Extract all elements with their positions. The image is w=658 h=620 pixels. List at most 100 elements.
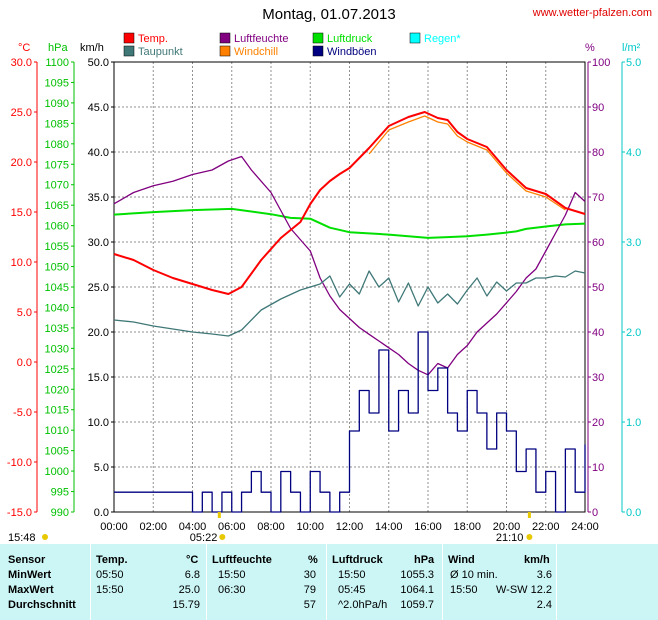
- cell-h-val: 79: [303, 584, 316, 596]
- temp-tick-label: 30.0: [11, 57, 32, 69]
- legend-label: Luftfeuchte: [234, 33, 288, 45]
- pressure-tick-label: 1015: [45, 405, 69, 417]
- table-header-row: Sensor Temp. °C Luftfeuchte % Luftdruck …: [0, 553, 658, 568]
- cell-t-val: 6.8: [184, 569, 200, 581]
- sun-icon: [42, 534, 48, 540]
- pressure-tick-label: 1025: [45, 364, 69, 376]
- page-title: Montag, 01.07.2013: [262, 6, 396, 23]
- cell-h-time: 06:30: [218, 584, 246, 596]
- daylength: 15:48: [8, 532, 36, 544]
- cell-w-dir: W-SW: [496, 584, 528, 596]
- humidity-tick-label: 30: [592, 372, 604, 384]
- wind-tick-label: 50.0: [88, 57, 109, 69]
- cell-h-time: 15:50: [218, 569, 246, 581]
- rain-tick-label: 4.0: [626, 147, 641, 159]
- rain-tick-label: 0.0: [626, 507, 641, 519]
- series-layer: [113, 111, 586, 513]
- weather-chart: -15.0 -10.0 -5.0 0.0 5.0 10.0 15.0 20.0 25.0 30.0…: [7, 32, 641, 544]
- wind-tick-label: 15.0: [88, 372, 109, 384]
- x-tick-label: 10:00: [296, 521, 324, 533]
- pressure-tick-label: 1070: [45, 180, 69, 192]
- unit-humidity: %: [585, 42, 595, 54]
- legend-swatch: [219, 32, 231, 44]
- humidity-tick-label: 50: [592, 282, 604, 294]
- humidity-tick-label: 0: [592, 507, 598, 519]
- header-press: Luftdruck: [332, 554, 383, 566]
- cell-t-val: 25.0: [178, 584, 200, 596]
- humidity-tick-label: 40: [592, 327, 604, 339]
- cell-p-time: 15:50: [338, 569, 366, 581]
- pressure-tick-label: 1085: [45, 118, 69, 130]
- humidity-tick-label: 100: [592, 57, 610, 69]
- series-luftfeuchte: [113, 155, 586, 376]
- pressure-tick-label: 1040: [45, 302, 69, 314]
- series-line: [113, 111, 586, 295]
- header-hum: Luftfeuchte: [212, 554, 272, 566]
- cell-h-val: 30: [303, 569, 316, 581]
- cell-p-val: 1064.1: [400, 584, 434, 596]
- x-tick-label: 16:00: [414, 521, 442, 533]
- sunrise-time: 05:22: [190, 532, 218, 544]
- legend-label: Luftdruck: [327, 33, 373, 45]
- rain-tick-label: 1.0: [626, 417, 641, 429]
- cell-label: MaxWert: [8, 584, 54, 596]
- stats-table: Sensor Temp. °C Luftfeuchte % Luftdruck …: [0, 544, 658, 620]
- cell-w-val: 2.4: [536, 599, 552, 611]
- cell-label: MinWert: [8, 569, 52, 581]
- rain-tick-label: 2.0: [626, 327, 641, 339]
- unit-rain: l/m²: [622, 42, 641, 54]
- wind-tick-label: 20.0: [88, 327, 109, 339]
- pressure-tick-label: 1075: [45, 159, 69, 171]
- cell-w-time: Ø 10 min.: [450, 569, 498, 581]
- pressure-tick-label: 1095: [45, 77, 69, 89]
- x-tick-label: 24:00: [571, 521, 599, 533]
- temp-tick-label: 20.0: [11, 157, 32, 169]
- cell-h-val: 57: [303, 599, 316, 611]
- wind-tick-label: 10.0: [88, 417, 109, 429]
- pressure-tick-label: 1080: [45, 139, 69, 151]
- cell-p-time: 05:45: [338, 584, 366, 596]
- pressure-tick-label: 1050: [45, 262, 69, 274]
- temp-tick-label: 10.0: [11, 257, 32, 269]
- cell-p-val: 1059.7: [400, 599, 434, 611]
- x-tick-label: 18:00: [453, 521, 481, 533]
- x-tick-label: 14:00: [375, 521, 403, 533]
- pressure-tick-label: 990: [51, 507, 69, 519]
- legend-swatch: [312, 32, 324, 44]
- pressure-tick-label: 1005: [45, 446, 69, 458]
- pressure-tick-label: 1010: [45, 425, 69, 437]
- rain-tick-label: 3.0: [626, 237, 641, 249]
- pressure-tick-label: 1090: [45, 98, 69, 110]
- legend-swatch: [219, 45, 231, 57]
- temp-tick-label: 5.0: [17, 307, 32, 319]
- header-temp-unit: °C: [186, 554, 199, 566]
- cell-w-val: 3.6: [536, 569, 552, 581]
- pressure-tick-label: 1000: [45, 466, 69, 478]
- legend-swatch: [409, 32, 421, 44]
- series-line: [113, 207, 586, 239]
- wind-tick-label: 30.0: [88, 237, 109, 249]
- series-temp-: [113, 111, 586, 295]
- x-tick-label: 06:00: [218, 521, 246, 533]
- cell-p-time: ^2.0hPa/h: [338, 599, 388, 611]
- legend-swatch: [123, 45, 135, 57]
- x-tick-label: 04:00: [179, 521, 207, 533]
- humidity-tick-label: 90: [592, 102, 604, 114]
- unit-wind: km/h: [80, 42, 104, 54]
- header-press-unit: hPa: [414, 554, 435, 566]
- wind-tick-label: 45.0: [88, 102, 109, 114]
- temp-tick-label: -15.0: [7, 507, 32, 519]
- x-tick-label: 20:00: [493, 521, 521, 533]
- legend-label: Windchill: [234, 46, 278, 58]
- x-axis: 00:00 02:00 04:00 06:00 08:00 10:00 12:00 14:00…: [100, 521, 599, 533]
- temp-tick-label: 25.0: [11, 107, 32, 119]
- unit-temp: °C: [18, 42, 30, 54]
- series-line: [113, 155, 586, 376]
- humidity-tick-label: 10: [592, 462, 604, 474]
- site-url[interactable]: www.wetter-pfalzen.com: [532, 7, 652, 19]
- sun-icon: [526, 534, 533, 540]
- cell-t-time: 15:50: [96, 584, 124, 596]
- header-wind: Wind: [448, 554, 475, 566]
- temp-tick-label: -5.0: [13, 407, 32, 419]
- cell-w-val: 12.2: [530, 584, 552, 596]
